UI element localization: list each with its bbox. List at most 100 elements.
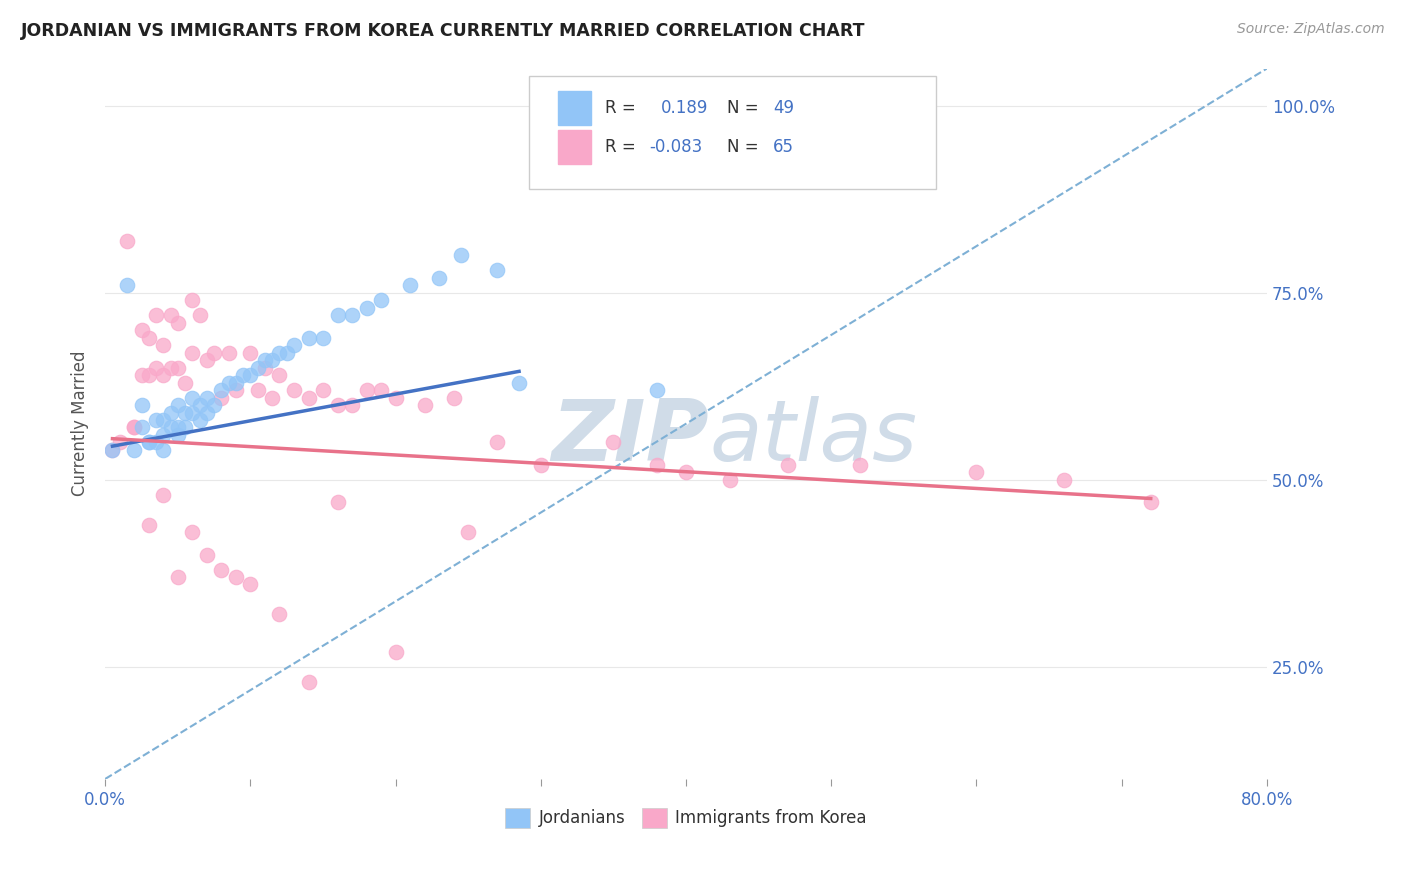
Point (138, 435, 160, 450)
Point (152, 413, 174, 427)
Point (239, 577, 262, 591)
Point (645, 458, 668, 472)
Point (384, 645, 406, 659)
Point (269, 607, 291, 622)
Point (188, 308, 211, 322)
Point (225, 570, 247, 584)
Text: R =: R = (605, 99, 645, 118)
Point (356, 301, 378, 315)
Text: 65: 65 (773, 137, 794, 156)
Point (718, 473, 741, 487)
Point (218, 345, 240, 359)
Point (138, 368, 160, 383)
Point (297, 331, 319, 345)
Point (276, 345, 298, 359)
Point (486, 263, 509, 277)
Point (195, 353, 218, 368)
Point (246, 360, 269, 375)
Point (370, 383, 392, 397)
Text: N =: N = (727, 99, 758, 118)
Point (202, 398, 225, 412)
Point (145, 435, 167, 450)
Point (115, 234, 138, 248)
Point (174, 376, 197, 390)
Point (450, 248, 472, 262)
Point (340, 308, 363, 322)
Point (181, 293, 204, 308)
Point (457, 525, 479, 540)
Text: Source: ZipAtlas.com: Source: ZipAtlas.com (1237, 22, 1385, 37)
Point (232, 368, 254, 383)
Point (108, 435, 131, 450)
Point (181, 405, 204, 419)
Point (122, 442, 145, 457)
Point (159, 405, 181, 419)
Point (253, 360, 276, 375)
Point (283, 383, 305, 397)
Point (326, 495, 349, 509)
Point (174, 420, 197, 434)
Point (209, 391, 232, 405)
Point (427, 271, 450, 285)
Point (174, 405, 197, 419)
Point (413, 398, 436, 412)
Point (188, 413, 211, 427)
Point (530, 458, 553, 472)
Point (101, 442, 124, 457)
Point (115, 278, 138, 293)
Point (326, 308, 349, 322)
Point (269, 345, 291, 359)
Point (269, 368, 291, 383)
Point (239, 345, 262, 359)
Point (209, 562, 232, 576)
Point (159, 360, 181, 375)
Point (312, 331, 335, 345)
Point (225, 383, 247, 397)
Point (399, 278, 422, 293)
Point (1139, 495, 1161, 509)
Point (246, 383, 269, 397)
Text: JORDANIAN VS IMMIGRANTS FROM KOREA CURRENTLY MARRIED CORRELATION CHART: JORDANIAN VS IMMIGRANTS FROM KOREA CURRE… (21, 22, 866, 40)
Text: 0.189: 0.189 (661, 99, 707, 118)
FancyBboxPatch shape (558, 129, 591, 164)
Point (312, 383, 335, 397)
Legend: Jordanians, Immigrants from Korea: Jordanians, Immigrants from Korea (499, 801, 873, 835)
Point (152, 428, 174, 442)
Point (195, 405, 218, 419)
Point (239, 368, 262, 383)
Point (326, 398, 349, 412)
Point (486, 435, 509, 450)
Point (776, 458, 799, 472)
Point (340, 398, 363, 412)
Point (166, 420, 188, 434)
Point (602, 435, 624, 450)
Point (508, 376, 530, 390)
Point (181, 525, 204, 540)
Point (131, 323, 153, 337)
Point (152, 488, 174, 502)
Point (131, 420, 153, 434)
Text: ZIP: ZIP (551, 396, 709, 479)
Point (283, 338, 305, 352)
Text: -0.083: -0.083 (650, 137, 702, 156)
Point (202, 345, 225, 359)
Point (159, 308, 181, 322)
Point (181, 391, 204, 405)
Point (145, 308, 167, 322)
Text: 49: 49 (773, 99, 794, 118)
Text: atlas: atlas (709, 396, 917, 479)
Point (1052, 473, 1074, 487)
FancyBboxPatch shape (529, 76, 936, 189)
Point (384, 391, 406, 405)
Point (253, 353, 276, 368)
Point (218, 376, 240, 390)
Point (849, 458, 872, 472)
Point (131, 368, 153, 383)
Point (370, 293, 392, 308)
Point (122, 420, 145, 434)
Point (166, 360, 188, 375)
Point (297, 391, 319, 405)
Text: R =: R = (605, 137, 641, 156)
Point (138, 435, 160, 450)
Point (145, 413, 167, 427)
